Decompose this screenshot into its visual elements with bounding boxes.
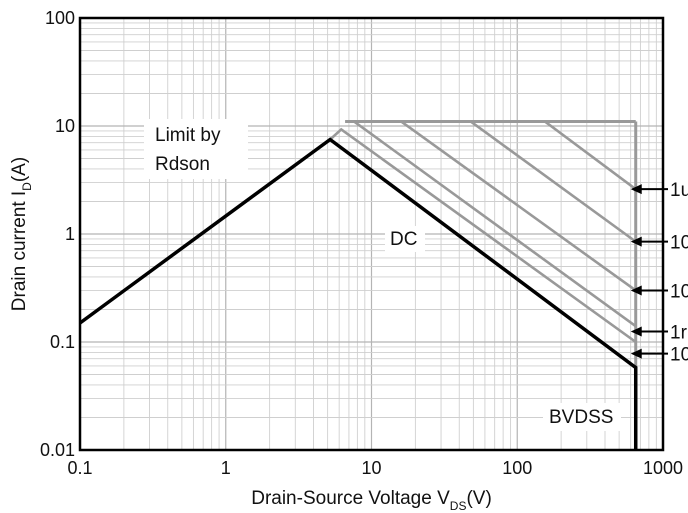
y-axis-label-main: Drain current I xyxy=(9,191,30,311)
y-tick-label: 1 xyxy=(65,224,75,244)
pulse-soa-line-10 xyxy=(400,120,637,292)
x-tick-label: 1 xyxy=(221,458,231,478)
x-tick-label: 100 xyxy=(502,458,532,478)
grid xyxy=(80,18,663,450)
dc-label: DC xyxy=(390,229,417,250)
limit-label-background xyxy=(144,119,248,179)
dc-label-background xyxy=(385,226,425,252)
pulse-arrow-label: 1r xyxy=(670,323,688,344)
y-axis-label-unit: (A) xyxy=(9,157,30,182)
bvdss-label: BVDSS xyxy=(549,407,613,428)
y-axis-label-subscript: D xyxy=(20,182,34,191)
x-axis-label-unit: (V) xyxy=(466,488,491,509)
pulse-arrow-head xyxy=(630,348,642,359)
pulse-arrow-head xyxy=(630,236,642,247)
pulse-soa-line-1u xyxy=(544,120,637,191)
pulse-soa-line-10 xyxy=(470,120,637,243)
dc-soa-line xyxy=(78,137,638,450)
pulse-arrow-label: 10 xyxy=(670,281,688,302)
series-lines xyxy=(78,120,638,450)
pulse-soa-line-1r xyxy=(345,120,637,328)
x-axis-label-subscript: DS xyxy=(450,499,467,513)
y-tick-label: 10 xyxy=(55,116,75,136)
x-axis-label-main: Drain-Source Voltage V xyxy=(251,488,450,509)
rdson-label: Rdson xyxy=(155,154,210,175)
x-tick-label: 1000 xyxy=(643,458,683,478)
pulse-arrow-label: 10 xyxy=(670,233,688,254)
pulse-arrow-head xyxy=(630,326,642,337)
y-tick-label: 0.1 xyxy=(50,332,75,352)
limit-by-label: Limit by xyxy=(155,125,221,146)
pulse-arrow-label: 1u xyxy=(670,180,688,201)
annotations: Limit by Rdson DC BVDSS xyxy=(144,119,621,431)
y-axis-label: Drain current ID(A) xyxy=(9,157,34,311)
bvdss-label-background xyxy=(543,403,621,431)
y-tick-label: 0.01 xyxy=(40,440,75,460)
pulse-arrow-head xyxy=(630,184,642,195)
pulse-soa-line-10 xyxy=(329,127,637,344)
plot-frame xyxy=(78,16,665,452)
x-tick-label: 10 xyxy=(361,458,381,478)
x-axis-label: Drain-Source Voltage VDS(V) xyxy=(251,488,492,513)
pulse-arrow-head xyxy=(630,285,642,296)
pulse-arrow-label: 10 xyxy=(670,345,688,366)
x-tick-label: 0.1 xyxy=(67,458,92,478)
y-tick-label: 100 xyxy=(45,8,75,28)
